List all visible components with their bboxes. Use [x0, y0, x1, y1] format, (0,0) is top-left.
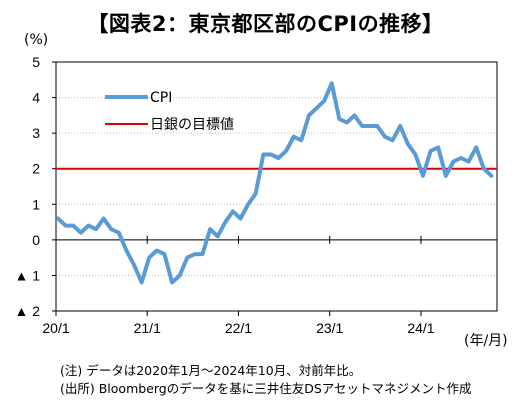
x-tick-label: 24/1	[407, 320, 434, 336]
y-tick-label: 1	[32, 196, 40, 212]
y-tick-label: ▲ 1	[14, 267, 40, 283]
y-tick-label: 3	[32, 125, 40, 141]
y-tick-label: 2	[32, 161, 40, 177]
plot-frame	[55, 61, 498, 312]
y-tick-label: 4	[32, 90, 40, 106]
note-source: (出所) Bloombergのデータを基に三井住友DSアセットマネジメント作成	[60, 381, 472, 396]
y-tick-label: 5	[32, 54, 40, 70]
legend-cpi-label: CPI	[150, 90, 172, 106]
x-tick-labels: 20/1 21/1 22/1 23/1 24/1	[42, 320, 434, 336]
x-axis-unit: (年/月)	[464, 333, 508, 349]
cpi-series-line	[56, 81, 494, 285]
y-tick-label: ▲ 2	[14, 303, 40, 319]
x-tick-label: 21/1	[134, 320, 161, 336]
chart-title: 【図表2：東京都区部のCPIの推移】	[87, 12, 444, 36]
axis-ticks	[52, 61, 497, 316]
x-tick-label: 23/1	[316, 320, 343, 336]
x-tick-label: 20/1	[42, 320, 69, 336]
x-tick-label: 22/1	[225, 320, 252, 336]
legend-target-label: 日銀の目標値	[150, 117, 234, 133]
y-tick-label: 0	[32, 232, 40, 248]
legend: CPI 日銀の目標値	[105, 90, 234, 133]
note-data-period: (注) データは2020年1月～2024年10月、対前年比。	[60, 363, 362, 378]
y-tick-labels: 5 4 3 2 1 0 ▲ 1 ▲ 2	[14, 54, 40, 319]
y-axis-unit: (%)	[24, 32, 49, 48]
